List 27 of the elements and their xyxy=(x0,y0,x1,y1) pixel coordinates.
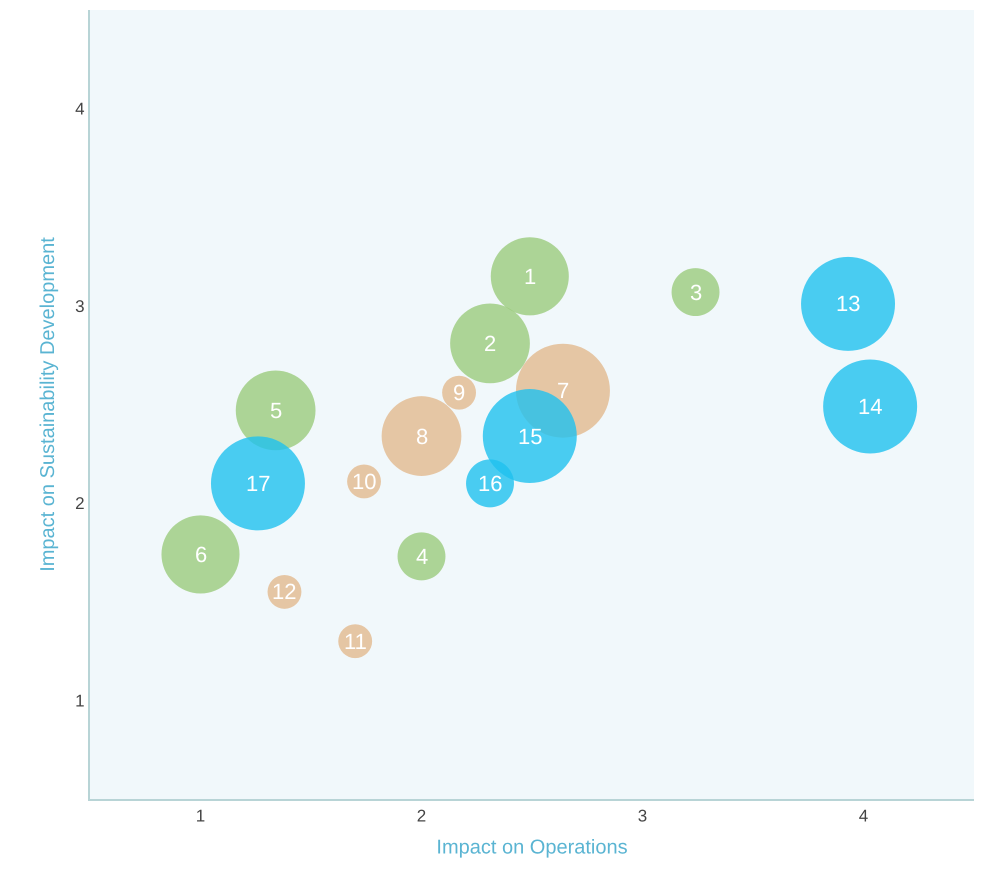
annotation: 13 xyxy=(836,291,860,316)
annotation: 8 xyxy=(416,424,428,449)
annotation: 17 xyxy=(246,471,270,496)
x-tick-label: 2 xyxy=(416,806,426,826)
annotation: 10 xyxy=(352,469,376,494)
annotation: 3 xyxy=(690,280,702,305)
annotation: 6 xyxy=(195,542,208,567)
annotation: 15 xyxy=(518,424,542,449)
annotation: 14 xyxy=(858,394,882,419)
x-axis-title: Impact on Operations xyxy=(436,836,628,858)
annotation: 1 xyxy=(524,264,536,289)
x-tick-label: 4 xyxy=(858,806,868,826)
y-tick-label: 2 xyxy=(75,494,85,514)
annotation: 7 xyxy=(557,378,570,403)
annotation: 5 xyxy=(270,398,282,423)
x-tick-label: 1 xyxy=(196,806,206,826)
y-tick-label: 3 xyxy=(75,296,85,316)
y-axis-title: Impact on Sustainability Development xyxy=(37,236,60,572)
annotation: 9 xyxy=(453,380,466,405)
annotation: 2 xyxy=(484,331,496,356)
annotation: 4 xyxy=(416,544,428,569)
y-tick-label: 4 xyxy=(75,100,85,119)
x-tick-label: 3 xyxy=(638,806,648,826)
annotation: 16 xyxy=(478,471,502,496)
y-tick-label: 1 xyxy=(75,691,85,710)
annotation: 11 xyxy=(344,629,367,654)
annotation: 12 xyxy=(272,579,296,604)
